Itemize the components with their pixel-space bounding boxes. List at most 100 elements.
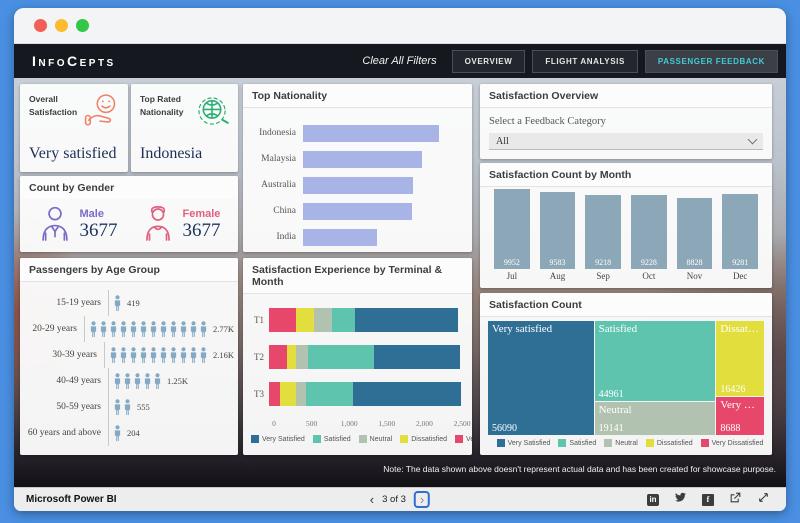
feedback-category-value: All	[496, 135, 509, 147]
age-group-row[interactable]: 60 years and above 204	[20, 420, 234, 446]
tab-passenger-feedback[interactable]: PASSENGER FEEDBACK	[644, 49, 778, 73]
segment-very_satisfied[interactable]	[354, 308, 459, 332]
tab-overview[interactable]: OVERVIEW	[451, 49, 526, 73]
segment-neutral[interactable]	[295, 345, 309, 369]
feedback-category-select[interactable]: All	[489, 133, 763, 150]
clear-all-filters-button[interactable]: Clear All Filters	[362, 55, 437, 67]
legend-item-dissatisfied: Dissatisfied	[645, 439, 693, 447]
treemap-block-satisfied[interactable]: Satisfied 44961	[594, 321, 716, 401]
age-group-value: 2.16K	[212, 350, 234, 360]
segment-dissatisfied[interactable]	[296, 308, 314, 332]
segment-very_dissatisfied[interactable]	[269, 308, 297, 332]
segment-satisfied[interactable]	[308, 345, 374, 369]
female-label: Female	[182, 208, 221, 220]
age-group-row[interactable]: 40-49 years 1.25K	[20, 368, 234, 394]
treemap-block-very_satisfied[interactable]: Very satisfied 56090	[488, 321, 594, 435]
powerbi-brand-label: Microsoft Power BI	[26, 494, 117, 505]
treemap-middle-column: Satisfied 44961 Neutral 19141	[594, 321, 716, 435]
age-group-row[interactable]: 50-59 years 555	[20, 394, 234, 420]
age-group-label: 40-49 years	[56, 376, 101, 386]
fullscreen-icon[interactable]	[757, 491, 770, 509]
treemap-block-label: Satisfied	[598, 323, 638, 335]
treemap-block-label: Neutral	[598, 403, 632, 416]
segment-very_satisfied[interactable]	[373, 345, 461, 369]
top-nationality-chart: Indonesia Malaysia Australia China India	[243, 108, 472, 250]
legend-chip-very_dissatisfied	[700, 439, 709, 447]
female-value: 3677	[182, 220, 221, 241]
terminal-label: T2	[254, 352, 264, 362]
nav-tabs: OVERVIEW FLIGHT ANALYSIS PASSENGER FEEDBAC…	[451, 49, 778, 73]
nationality-bar[interactable]	[303, 202, 412, 220]
page-navigator: ‹ 3 of 3 ›	[369, 491, 431, 508]
nationality-row: Malaysia	[243, 146, 458, 172]
female-icon	[141, 204, 175, 247]
month-bar[interactable]: 8828	[676, 198, 713, 269]
segment-very_dissatisfied[interactable]	[269, 345, 287, 369]
window-maximize-button[interactable]	[76, 19, 89, 32]
treemap-block-value: 19141	[598, 423, 624, 434]
month-bar[interactable]: 9281	[722, 194, 759, 269]
window-close-button[interactable]	[34, 19, 47, 32]
legend-item-satisfied: Satisfied	[558, 439, 596, 447]
terminal-row: T2	[243, 345, 462, 369]
age-group-row[interactable]: 20-29 years 2.77K	[20, 316, 234, 342]
nationality-row: China	[243, 198, 458, 224]
segment-satisfied[interactable]	[332, 308, 355, 332]
nationality-bar[interactable]	[303, 150, 423, 168]
satisfaction-experience-legend: Very Satisfied Satisfied Neutral Dissatisfi…	[243, 431, 472, 443]
treemap-block-neutral[interactable]: Neutral 19141	[594, 401, 716, 435]
top-rated-nationality-value: Indonesia	[140, 145, 203, 162]
female-kpi: Female 3677	[141, 204, 221, 247]
next-page-button[interactable]: ›	[413, 491, 431, 508]
segment-satisfied[interactable]	[306, 382, 354, 406]
month-bar[interactable]: 9952	[494, 189, 530, 269]
age-group-label: 50-59 years	[56, 402, 101, 412]
age-group-row[interactable]: 30-39 years 2.16K	[20, 342, 234, 368]
segment-neutral[interactable]	[296, 382, 307, 406]
nationality-bar-track	[303, 124, 458, 142]
globe-icon	[193, 92, 231, 135]
card-overall-satisfaction: Overall Satisfaction Very satisfied	[20, 84, 128, 172]
segment-very_satisfied[interactable]	[353, 382, 462, 406]
treemap-right-column: Dissatisfied 16426 Very Dissatisfied 8688	[716, 321, 764, 435]
twitter-icon[interactable]	[674, 491, 687, 509]
linkedin-icon[interactable]: in	[647, 493, 659, 506]
age-group-row[interactable]: 15-19 years 419	[20, 290, 234, 316]
segment-dissatisfied[interactable]	[279, 382, 297, 406]
month-bar[interactable]: 9228	[631, 195, 667, 269]
nationality-bar[interactable]	[303, 176, 414, 194]
legend-chip-very_satisfied	[496, 439, 505, 447]
nationality-row: India	[243, 224, 458, 250]
segment-neutral[interactable]	[313, 308, 333, 332]
share-icon[interactable]	[729, 491, 742, 509]
nationality-bar[interactable]	[303, 228, 378, 246]
tab-flight-analysis[interactable]: FLIGHT ANALYSIS	[532, 49, 638, 73]
window-minimize-button[interactable]	[55, 19, 68, 32]
facebook-icon[interactable]: f	[702, 493, 714, 506]
previous-page-button[interactable]: ‹	[369, 492, 375, 507]
treemap-block-dissatisfied[interactable]: Dissatisfied 16426	[716, 321, 764, 396]
legend-chip-neutral	[604, 439, 613, 447]
month-bar[interactable]: 9218	[585, 195, 622, 269]
infocepts-logo: InfoCepts	[32, 53, 116, 69]
age-group-label: 60 years and above	[27, 428, 101, 438]
segment-very_dissatisfied[interactable]	[269, 382, 280, 406]
satisfaction-experience-x-axis: 0 500 1,000 1,500 2,000 2,500	[272, 419, 471, 428]
legend-item-very_satisfied: Very Satisfied	[496, 439, 550, 447]
person-icons	[103, 342, 208, 368]
treemap-block-very_dissatisfied[interactable]: Very Dissatisfied 8688	[716, 396, 764, 435]
card-satisfaction-experience: Satisfaction Experience by Terminal & Mo…	[243, 258, 472, 455]
male-icon	[38, 204, 72, 247]
age-group-title: Passengers by Age Group	[20, 258, 238, 282]
terminal-row: T3	[243, 382, 462, 406]
satisfaction-overview-title: Satisfaction Overview	[480, 84, 772, 108]
month-bar-value: 9952	[503, 258, 520, 267]
month-bar-value: 9228	[640, 258, 657, 267]
person-icons	[108, 420, 122, 446]
nationality-bar[interactable]	[303, 124, 440, 142]
segment-dissatisfied[interactable]	[286, 345, 296, 369]
month-bar[interactable]: 9583	[539, 192, 576, 269]
feedback-category-label: Select a Feedback Category	[489, 116, 606, 127]
legend-chip-satisfied	[312, 435, 321, 443]
legend-item-dissatisfied: Dissatisfied	[400, 435, 447, 443]
